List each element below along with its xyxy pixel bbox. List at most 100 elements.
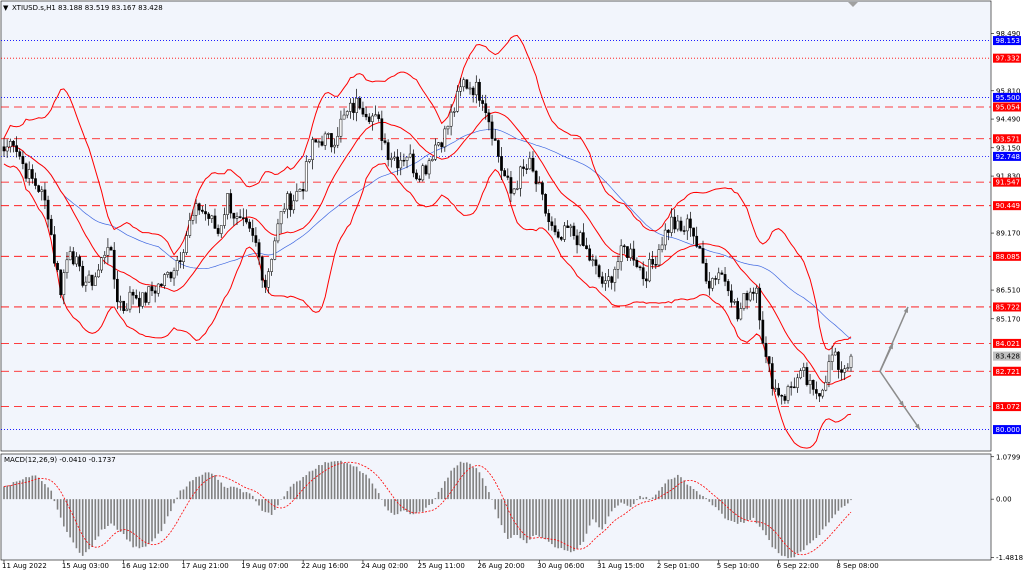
candle [75, 252, 78, 267]
candles [2, 75, 853, 405]
candle [556, 229, 560, 239]
candle [260, 255, 264, 288]
candle [764, 336, 768, 364]
macd-bar [34, 475, 37, 500]
macd-bar [314, 468, 317, 500]
macd-bar [799, 499, 802, 552]
candle [59, 269, 63, 299]
macd-bar [15, 481, 18, 500]
time-tick-label: 24 Aug 02:00 [361, 562, 408, 570]
macd-bar [809, 499, 811, 544]
macd-bar [547, 499, 550, 542]
macd-bar [837, 499, 840, 511]
candle [345, 110, 349, 119]
candle [355, 88, 359, 122]
candle [449, 104, 453, 136]
candle [632, 240, 636, 266]
macd-bar [72, 499, 75, 543]
macd-bar [163, 499, 166, 524]
candle [119, 295, 122, 311]
candle [97, 264, 100, 278]
candle [219, 225, 223, 238]
macd-bar [346, 463, 349, 500]
candle [585, 237, 588, 250]
macd-bar [632, 499, 635, 505]
candle [257, 238, 261, 265]
macd-bar [343, 463, 345, 500]
macd-bar [727, 499, 730, 521]
candle [273, 237, 277, 261]
candle [40, 186, 44, 201]
macd-bar [585, 499, 588, 534]
candle [837, 351, 840, 379]
candle [339, 110, 343, 143]
candle [616, 255, 620, 279]
macd-bar [582, 499, 585, 542]
symbol-dropdown-icon[interactable]: ▼ [3, 4, 9, 12]
macd-bar [472, 467, 474, 500]
candle [156, 283, 160, 297]
candle [56, 260, 59, 273]
macd-bar [258, 499, 260, 506]
main-plot-area[interactable] [0, 0, 992, 452]
macd-signal-line [3, 461, 852, 556]
candle [326, 132, 330, 139]
candle [358, 95, 362, 110]
macd-bar [780, 499, 783, 556]
macd-bar [532, 499, 534, 536]
macd-bar [330, 461, 333, 500]
candle [481, 94, 484, 111]
macd-bar [768, 499, 770, 541]
svg-text:82.721: 82.721 [996, 368, 1021, 376]
macd-bar [192, 480, 194, 500]
macd-bar [261, 499, 263, 511]
candle [755, 285, 758, 304]
level-tag: 95.054 [993, 102, 1021, 112]
candle [563, 221, 566, 243]
candle [519, 165, 522, 197]
candle [663, 223, 667, 251]
chart-shift-marker-icon[interactable] [848, 2, 858, 7]
candle [550, 216, 554, 231]
candle [402, 153, 406, 167]
macd-bar [44, 484, 46, 500]
candle [320, 135, 324, 147]
candle [418, 175, 421, 183]
candle [588, 244, 592, 262]
macd-bar [626, 499, 629, 506]
macd-bar [686, 484, 689, 500]
candle [597, 263, 601, 279]
macd-bar [739, 499, 742, 523]
macd-bar [308, 471, 311, 500]
macd-bar [680, 477, 682, 500]
candle [503, 167, 506, 177]
candle [528, 151, 532, 170]
candle [456, 85, 459, 113]
candle [676, 214, 680, 232]
candle [424, 164, 428, 176]
candle [506, 168, 510, 181]
candle [613, 266, 617, 292]
macd-bar [264, 499, 267, 513]
macd-bar [97, 499, 100, 537]
macd-bar [525, 499, 528, 544]
macd-bar [412, 499, 415, 515]
macd-tick-label: -1.4818 [996, 554, 1023, 562]
candle [15, 136, 18, 158]
candle [815, 381, 818, 400]
candle [437, 141, 440, 147]
macd-bar [239, 488, 241, 500]
svg-text:85.722: 85.722 [996, 303, 1021, 311]
candle [21, 151, 25, 170]
candle [216, 224, 220, 237]
candle [622, 244, 626, 254]
candle [818, 393, 821, 402]
candle [241, 208, 245, 227]
macd-bar [790, 499, 792, 558]
macd-bar [173, 499, 175, 504]
macd-bar [673, 477, 676, 500]
macd-bar [154, 499, 156, 539]
price-tick-label: 95.810 [996, 87, 1021, 95]
